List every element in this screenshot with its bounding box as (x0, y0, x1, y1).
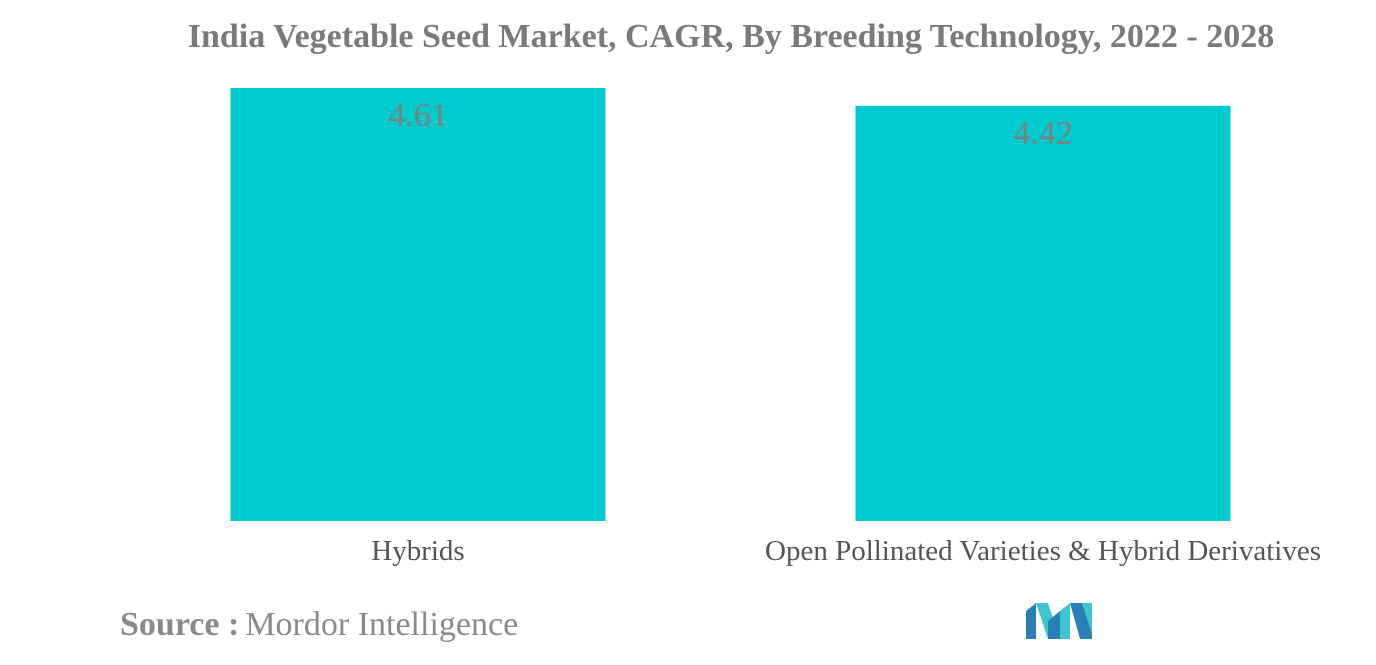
data-label-1: 4.42 (1013, 115, 1073, 152)
bar-1 (855, 105, 1231, 522)
mordor-intelligence-logo-icon (1026, 603, 1092, 639)
category-label-1: Open Pollinated Varieties & Hybrid Deriv… (765, 535, 1321, 567)
source-label: Source : (120, 606, 240, 643)
data-label-0: 4.61 (388, 97, 448, 134)
bar-0 (230, 88, 606, 521)
source-line: Source : Mordor Intelligence (120, 606, 518, 644)
category-label-0: Hybrids (371, 535, 464, 567)
chart-title: India Vegetable Seed Market, CAGR, By Br… (187, 18, 1275, 55)
source-text: Mordor Intelligence (245, 606, 519, 643)
